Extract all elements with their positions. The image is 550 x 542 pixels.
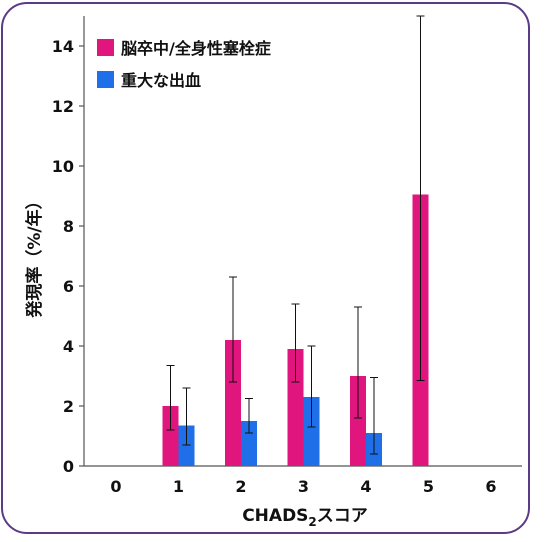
x-axis-title: CHADS2スコア (242, 506, 368, 529)
error-bar-1-4 (370, 377, 378, 455)
x-tick-label: 2 (235, 477, 246, 496)
y-ticks: 0 2 4 6 8 10 12 14 (52, 37, 84, 476)
error-bar-0-4 (354, 306, 362, 419)
error-bar-1-1 (182, 387, 191, 446)
error-bar-0-2 (229, 276, 237, 383)
x-ticks: 0 1 2 3 4 5 6 (110, 477, 496, 496)
bar-0-3 (287, 349, 304, 466)
y-tick-label: 0 (63, 457, 74, 476)
x-tick-label: 4 (360, 477, 371, 496)
bar-0-1 (162, 406, 179, 466)
x-tick-label: 5 (423, 477, 434, 496)
legend-label-stroke: 脳卒中/全身性塞栓症 (121, 39, 271, 58)
y-axis-title: 発現率（%/年） (24, 192, 45, 318)
error-bar-0-5 (416, 15, 425, 381)
bar-0-4 (350, 376, 366, 466)
error-bar-0-1 (166, 365, 175, 431)
error-bars (166, 15, 425, 455)
chart-frame (1, 2, 530, 534)
y-tick-label: 10 (52, 157, 74, 176)
y-tick-label: 6 (63, 277, 74, 296)
legend-label-bleeding: 重大な出血 (121, 71, 201, 90)
legend-swatch-bleeding (97, 71, 114, 88)
bar-0-2 (225, 340, 241, 466)
error-bar-1-2 (245, 398, 253, 434)
bar-1-2 (241, 421, 257, 466)
x-tick-label: 0 (110, 477, 121, 496)
y-tick-label: 4 (63, 337, 74, 356)
bars (162, 194, 429, 466)
bar-1-3 (303, 397, 320, 466)
y-tick-label: 14 (52, 37, 74, 56)
legend-swatch-stroke (97, 39, 114, 56)
bar-1-1 (178, 425, 195, 466)
legend: 脳卒中/全身性塞栓症 重大な出血 (97, 39, 271, 90)
y-tick-label: 8 (63, 217, 74, 236)
x-tick-label: 1 (173, 477, 184, 496)
error-bar-0-3 (291, 303, 300, 383)
y-tick-label: 2 (63, 397, 74, 416)
x-tick-label: 3 (298, 477, 309, 496)
error-bar-1-3 (307, 345, 316, 428)
x-tick-label: 6 (485, 477, 496, 496)
x-axis-title-subscript: 2 (308, 515, 316, 529)
x-axis-title-main: CHADS (242, 506, 308, 526)
x-axis-title-suffix: スコア (317, 506, 368, 526)
y-tick-label: 12 (52, 97, 74, 116)
